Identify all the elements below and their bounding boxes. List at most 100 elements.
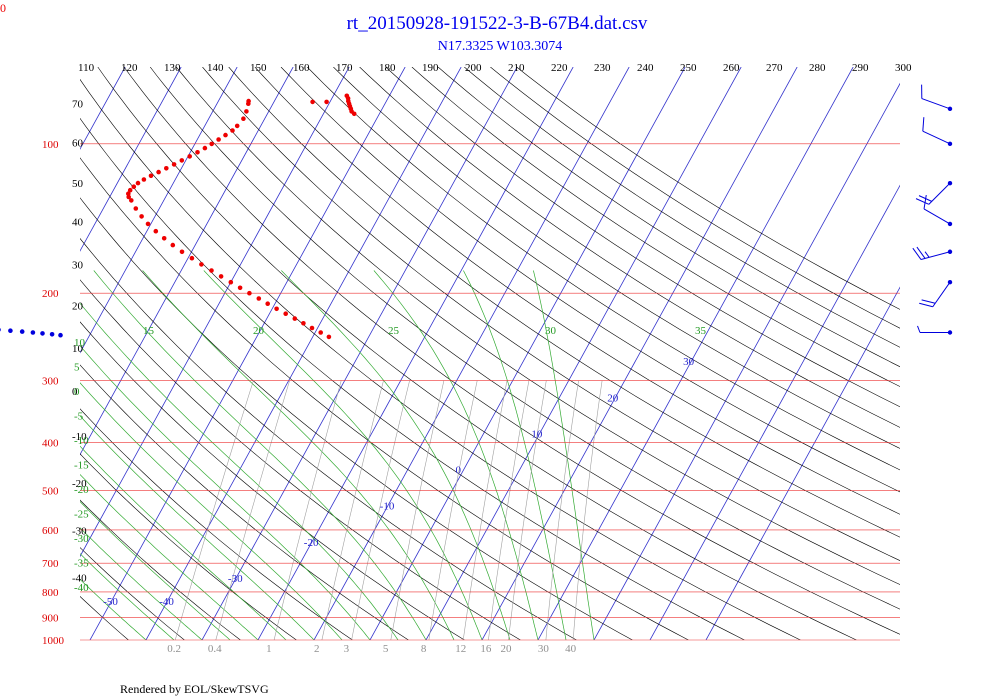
theta-label-left: 10 bbox=[72, 343, 84, 355]
mixing-ratio-line bbox=[462, 380, 508, 640]
temperature-point bbox=[179, 158, 185, 163]
isotherm-line bbox=[537, 67, 854, 640]
moist-label-left: -10 bbox=[74, 435, 89, 447]
dry-adiabat-line bbox=[123, 67, 900, 635]
dry-adiabat-line bbox=[149, 67, 900, 610]
temperature-point bbox=[301, 321, 306, 326]
temperature-point bbox=[256, 296, 262, 301]
mixing-ratio-line bbox=[273, 380, 342, 640]
moist-label-left: -15 bbox=[74, 460, 89, 472]
theta-label-top: 240 bbox=[637, 62, 654, 74]
wind-barb-flag bbox=[915, 198, 929, 205]
isotherm-label: 10 bbox=[531, 428, 543, 440]
theta-label-top: 200 bbox=[465, 62, 482, 74]
theta-label-left: 40 bbox=[72, 217, 84, 229]
dry-adiabat-line bbox=[97, 67, 857, 640]
temperature-point bbox=[244, 109, 249, 114]
temperature-point bbox=[324, 99, 329, 105]
wind-barb-flag bbox=[916, 246, 926, 259]
isotherm-line bbox=[313, 67, 630, 640]
mixing-ratio-line bbox=[215, 380, 290, 640]
moist-adiabat-line bbox=[203, 270, 483, 640]
mixing-ratio-line bbox=[488, 380, 530, 640]
temperature-point bbox=[187, 154, 192, 159]
moist-adiabat-line bbox=[80, 345, 371, 640]
temperature-point bbox=[310, 99, 315, 105]
mixing-ratio-line bbox=[428, 380, 478, 640]
dry-adiabat-line bbox=[80, 197, 633, 640]
temperature-point bbox=[247, 290, 252, 296]
moist-adiabat-line bbox=[80, 553, 175, 640]
theta-label-top: 280 bbox=[809, 62, 826, 74]
theta-label-left: -40 bbox=[72, 573, 87, 585]
mixing-ratio-line bbox=[572, 380, 603, 640]
pressure-label: 100 bbox=[42, 139, 59, 151]
theta-label-top: 220 bbox=[551, 62, 568, 74]
mixing-ratio-label: 5 bbox=[383, 643, 389, 655]
dry-adiabat-line bbox=[490, 67, 900, 329]
moist-label-left: -35 bbox=[74, 558, 89, 570]
dewpoint-point bbox=[30, 330, 36, 335]
wind-barb-flag bbox=[924, 251, 930, 258]
moist-label-left: -30 bbox=[74, 533, 89, 545]
moist-adiabat-line bbox=[80, 578, 147, 640]
dry-adiabat-line bbox=[0, 67, 72, 640]
theta-label-top: 190 bbox=[422, 62, 439, 74]
moist-label-top: 35 bbox=[695, 325, 707, 337]
dry-adiabat-line bbox=[80, 596, 129, 640]
dewpoint-point bbox=[8, 328, 13, 334]
isotherm-line bbox=[89, 67, 406, 640]
moist-label-left: 0 bbox=[74, 386, 80, 398]
temperature-point bbox=[145, 221, 151, 227]
theta-label-left: 70 bbox=[72, 99, 84, 111]
dewpoint-point bbox=[0, 328, 1, 332]
dry-adiabat-line bbox=[385, 67, 900, 408]
temperature-point bbox=[216, 137, 221, 142]
wind-barb-flag bbox=[922, 117, 925, 132]
isotherm-lines bbox=[80, 67, 900, 640]
dry-adiabat-line bbox=[80, 499, 241, 640]
mixing-ratio-lines bbox=[174, 380, 603, 640]
theta-label-top: 160 bbox=[293, 62, 310, 74]
dry-adiabat-line bbox=[411, 67, 900, 387]
mixing-ratio-label: 12 bbox=[455, 643, 466, 655]
isotherm-label: 0 bbox=[456, 465, 462, 477]
mixing-ratio-line bbox=[351, 380, 410, 640]
moist-adiabat-line bbox=[463, 270, 567, 640]
chart-title: rt_20150928-191522-3-B-67B4.dat.csv bbox=[347, 13, 648, 34]
temperature-point bbox=[218, 274, 224, 279]
theta-label-top: 230 bbox=[594, 62, 611, 74]
mixing-ratio-label: 20 bbox=[500, 643, 512, 655]
isotherm-line bbox=[425, 67, 742, 640]
temperature-point bbox=[241, 116, 246, 121]
dry-adiabat-line bbox=[80, 157, 689, 640]
isotherm-line bbox=[705, 286, 900, 640]
temperature-point bbox=[237, 285, 243, 291]
pressure-label: 400 bbox=[42, 438, 59, 450]
isobar-lines bbox=[80, 143, 900, 641]
theta-label-top: 270 bbox=[766, 62, 783, 74]
temperature-point bbox=[274, 306, 279, 312]
mixing-ratio-label: 2 bbox=[314, 643, 320, 655]
dry-adiabat-line bbox=[80, 78, 801, 640]
pressure-label: 900 bbox=[42, 612, 59, 624]
isotherm-line bbox=[481, 67, 798, 640]
theta-label-top: 150 bbox=[250, 62, 267, 74]
moist-label-left: -40 bbox=[74, 582, 89, 594]
temperature-point bbox=[171, 162, 177, 167]
moist-label-left: -20 bbox=[74, 484, 89, 496]
dry-adiabat-line bbox=[306, 67, 900, 471]
moist-adiabat-line bbox=[80, 501, 231, 640]
pressure-label: 600 bbox=[42, 525, 59, 537]
temperature-point bbox=[148, 173, 154, 179]
temperature-point bbox=[344, 93, 350, 99]
pressure-label: 300 bbox=[42, 376, 59, 388]
moist-adiabat-line bbox=[80, 302, 399, 640]
moist-adiabat-line bbox=[80, 382, 343, 640]
moist-label-top: 15 bbox=[143, 325, 155, 337]
theta-label-top: 250 bbox=[680, 62, 697, 74]
wind-barb-shaft bbox=[921, 98, 951, 110]
dewpoint-point bbox=[58, 332, 63, 338]
temperature-point bbox=[292, 316, 298, 321]
